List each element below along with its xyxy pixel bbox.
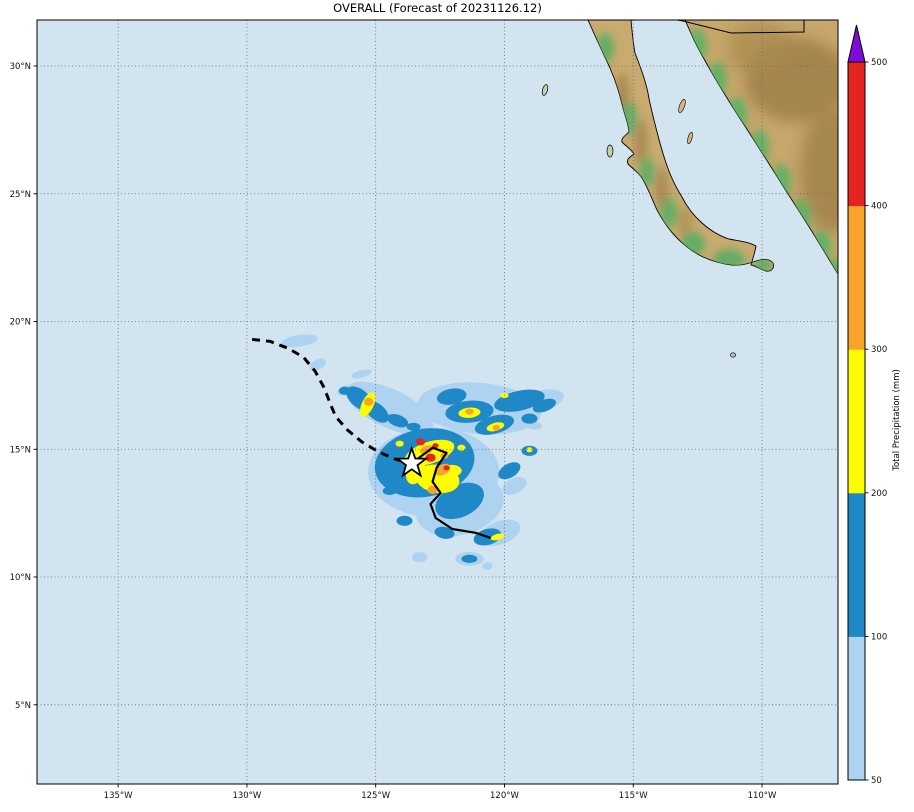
precipitation-layer xyxy=(281,334,564,570)
precip-blob-50mm xyxy=(351,369,372,379)
precip-blob-200mm xyxy=(526,447,533,453)
colorbar-segment-100-200 xyxy=(848,492,865,637)
precip-blob-50mm xyxy=(281,334,318,348)
y-tick-label: 10°N xyxy=(10,573,31,583)
plot-frame xyxy=(36,19,839,785)
mexico-mainland xyxy=(684,20,838,275)
precip-blob-400mm xyxy=(432,443,439,449)
us-mexico-border xyxy=(676,20,805,34)
y-tick-label: 15°N xyxy=(10,445,31,455)
precip-blob-200mm xyxy=(490,533,505,541)
precip-blob-100mm xyxy=(396,515,413,526)
colorbar-tick-label: 300 xyxy=(871,345,887,355)
precip-blob-100mm xyxy=(461,554,478,563)
colorbar-segment-400-500 xyxy=(848,62,865,207)
colorbar-tick-label: 200 xyxy=(871,489,887,499)
colorbar-tick-label: 500 xyxy=(871,58,887,68)
colorbar-tick-label: 400 xyxy=(871,202,887,212)
x-tick-label: 135°W xyxy=(104,791,133,801)
colorbar-segment-50-100 xyxy=(848,636,865,781)
x-tick-label: 110°W xyxy=(748,791,777,801)
precip-blob-100mm xyxy=(386,413,409,428)
map-canvas xyxy=(37,20,838,784)
y-tick-label: 20°N xyxy=(10,318,31,328)
precip-blob-100mm xyxy=(532,398,556,413)
precip-blob-400mm xyxy=(425,453,436,462)
island-gulf-1 xyxy=(678,99,686,113)
colorbar-tick-label: 50 xyxy=(871,776,882,786)
precip-blob-100mm xyxy=(521,413,538,424)
chart-title: OVERALL (Forecast of 20231126.12) xyxy=(333,1,542,15)
precip-blob-300mm xyxy=(465,408,474,415)
precip-blob-100mm xyxy=(382,486,397,496)
island-gulf-2 xyxy=(687,131,693,145)
islands xyxy=(541,84,736,358)
y-tick-label: 25°N xyxy=(10,190,31,200)
precip-blob-50mm xyxy=(502,476,527,495)
precip-blob-200mm xyxy=(457,444,466,451)
x-tick-label: 130°W xyxy=(232,791,261,801)
precip-blob-100mm xyxy=(338,386,351,395)
precip-blob-50mm xyxy=(526,421,543,430)
precip-blob-100mm xyxy=(406,422,421,431)
precip-blob-300mm xyxy=(492,424,501,431)
storm-track-layer xyxy=(251,337,491,539)
island-cedros xyxy=(606,144,614,158)
precip-blob-300mm xyxy=(427,485,438,494)
island-socorro xyxy=(730,352,736,358)
precip-blob-200mm xyxy=(395,440,404,447)
colorbar-label: Total Precipitation (mm) xyxy=(892,369,902,472)
x-tick-label: 120°W xyxy=(490,791,519,801)
y-tick-label: 30°N xyxy=(10,62,31,72)
precip-blob-50mm xyxy=(412,551,428,563)
precip-blob-100mm xyxy=(434,526,455,539)
gridline-layer xyxy=(37,20,838,784)
precip-blob-50mm xyxy=(309,358,326,372)
precip-blob-300mm xyxy=(420,445,434,455)
precip-blob-100mm xyxy=(498,462,521,480)
axis-layer: 135°W 130°W 125°W 120°W 115°W 110°W 5°N 10°N 15°… xyxy=(10,62,777,801)
precip-blob-50mm xyxy=(482,562,493,570)
current-position-star xyxy=(394,445,429,478)
y-tick-label: 5°N xyxy=(15,701,31,711)
x-tick-label: 125°W xyxy=(361,791,390,801)
storm-track-forecast xyxy=(411,446,491,539)
colorbar-segment-300-400 xyxy=(848,205,865,350)
precip-blob-200mm xyxy=(500,393,509,399)
x-tick-label: 115°W xyxy=(619,791,648,801)
colorbar-over-arrow xyxy=(847,24,866,63)
precip-blob-100mm xyxy=(436,388,467,405)
colorbar-segment-200-300 xyxy=(848,349,865,494)
precip-blob-400mm xyxy=(415,438,426,446)
colorbar: 50 100 200 300 400 500 xyxy=(847,24,887,786)
colorbar-tick-label: 100 xyxy=(871,632,887,642)
precip-blob-300mm xyxy=(364,397,374,406)
island-guadalupe xyxy=(541,84,549,96)
precip-blob-400mm xyxy=(443,465,450,471)
